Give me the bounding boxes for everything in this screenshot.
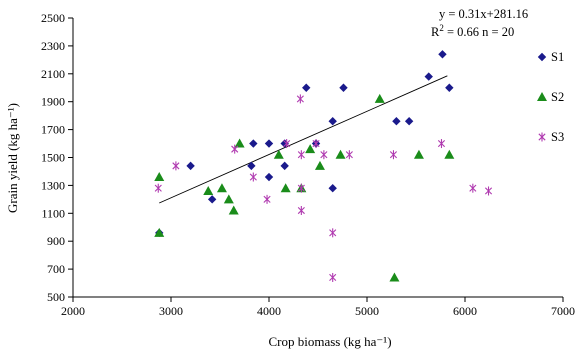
legend-label-s1: S1 [551,50,564,64]
data-point-s3 [154,183,162,193]
data-point-s1 [424,72,433,81]
y-axis-label: Grain yield (kg ha⁻¹) [5,103,20,213]
data-point-s3 [297,150,305,160]
y-tick-label: 1100 [41,206,65,220]
data-points [154,50,493,282]
legend-label-s2: S2 [551,90,564,104]
y-tick-label: 1700 [41,123,65,137]
data-point-s2 [305,144,316,154]
legend-marker-s2 [537,92,547,101]
x-tick-label: 2000 [61,304,85,318]
data-point-s2 [216,183,227,193]
data-point-s2 [223,194,234,204]
regression-equation: y = 0.31x+281.16 [439,7,528,21]
data-point-s3 [345,150,353,160]
data-point-s2 [234,138,245,148]
data-point-s1 [247,161,256,171]
data-point-s2 [314,160,325,170]
data-point-s2 [154,227,165,237]
y-tick-label: 2500 [41,11,65,25]
data-point-s3 [312,139,320,149]
y-tick-label: 900 [47,234,65,248]
y-tick-label: 1900 [41,95,65,109]
data-point-s3 [484,186,493,196]
axes [72,18,563,298]
data-point-s2 [389,272,400,282]
trend-line [159,75,448,204]
legend-marker-s3 [538,132,546,142]
x-axis-label: Crop biomass (kg ha⁻¹) [268,334,391,349]
data-point-s1 [207,195,217,204]
data-point-s2 [228,205,239,215]
data-point-s3 [469,183,477,193]
x-tick-label: 4000 [257,304,281,318]
x-tick-label: 6000 [453,304,477,318]
y-tick-label: 500 [47,290,65,304]
data-point-s3 [172,161,180,171]
y-tick-label: 700 [47,262,65,276]
data-point-s1 [302,83,311,92]
data-point-s2 [273,149,284,159]
data-point-s1 [280,161,289,171]
data-point-s1 [249,139,258,148]
data-point-s1 [328,117,337,126]
x-axis-ticks: 2000 3000 4000 5000 6000 7000 [61,297,575,318]
legend-label-s3: S3 [551,130,564,144]
data-point-s1 [328,183,337,193]
data-point-s1 [339,83,348,92]
data-point-s2 [154,172,165,182]
y-tick-label: 2100 [41,67,65,81]
data-point-s2 [413,149,424,159]
data-point-s3 [329,228,337,238]
y-tick-label: 1300 [41,178,65,192]
y-axis-ticks: 500 700 900 1100 1300 1500 1700 1900 2100 2300 250… [41,11,73,304]
data-point-s1 [445,83,454,92]
data-point-s3 [231,144,239,154]
data-point-s1 [392,117,401,126]
data-point-s3 [296,94,304,104]
data-point-s3 [437,139,446,149]
data-point-s2 [335,149,346,159]
data-point-s2 [203,185,214,195]
x-tick-label: 5000 [355,304,379,318]
x-tick-label: 7000 [551,304,575,318]
data-point-s3 [263,194,271,204]
legend-marker-s1 [537,52,547,62]
data-point-s2 [444,149,455,159]
data-point-s2 [280,183,291,193]
regression-stats: R2 = 0.66 n = 20 [431,23,514,39]
data-point-s3 [329,272,337,282]
data-point-s3 [297,183,305,193]
data-point-s3 [389,150,398,160]
data-point-s3 [249,172,257,182]
x-tick-label: 3000 [159,304,183,318]
data-point-s1 [264,139,274,148]
data-point-s3 [297,206,305,216]
data-point-s1 [438,50,447,59]
data-point-s3 [283,139,291,149]
data-point-s2 [374,93,385,103]
legend: S1 S2 S3 [537,50,564,144]
data-point-s1 [264,172,274,182]
y-tick-label: 1500 [41,151,65,165]
data-point-s1 [186,161,195,171]
data-point-s3 [320,150,328,160]
data-point-s1 [404,117,414,126]
y-tick-label: 2300 [41,39,65,53]
